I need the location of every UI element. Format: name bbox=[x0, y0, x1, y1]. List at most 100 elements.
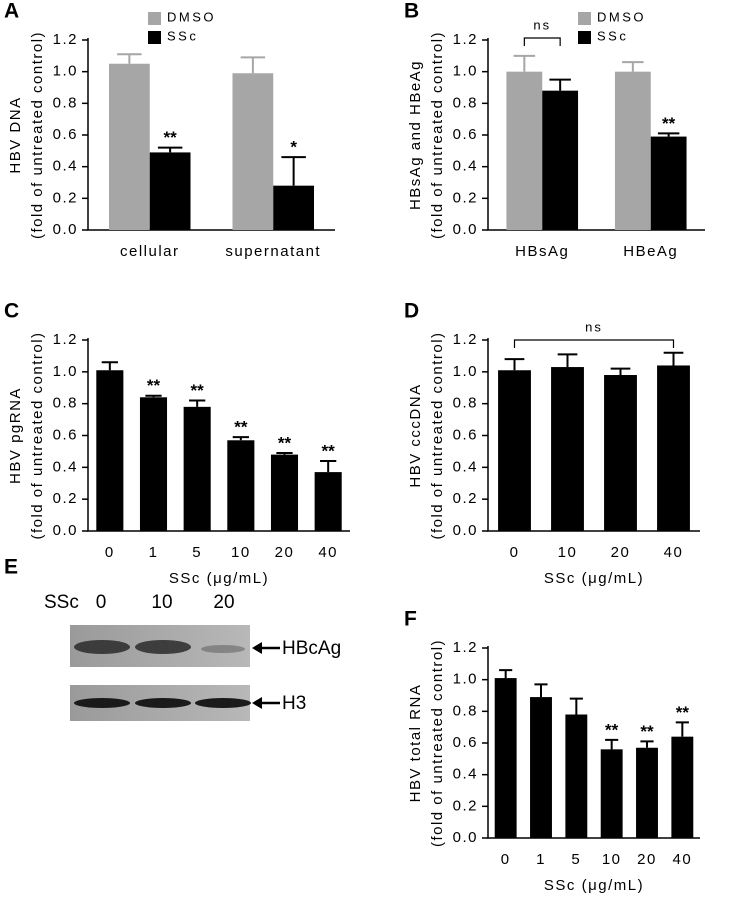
y-tick-label: 1.0 bbox=[53, 363, 78, 380]
error-bar bbox=[513, 54, 536, 72]
x-tick-label: HBeAg bbox=[623, 243, 678, 260]
band-label: H3 bbox=[282, 693, 306, 714]
y-tick-label: 0.0 bbox=[453, 221, 478, 238]
x-tick-label: cellular bbox=[120, 243, 180, 260]
x-tick-label: 1 bbox=[149, 544, 159, 561]
y-axis-label: HBV pgRNA bbox=[7, 387, 24, 484]
y-tick-label: 0.0 bbox=[453, 829, 478, 846]
blot-panel: E SSc 0 10 20 HBcAg H3 bbox=[4, 556, 341, 721]
bar bbox=[96, 370, 124, 531]
error-bar bbox=[232, 436, 249, 441]
significance-label: ** bbox=[322, 441, 336, 460]
y-tick-label: 0.6 bbox=[453, 126, 478, 143]
bracket-label: ns bbox=[533, 17, 551, 32]
y-tick-label: 0.2 bbox=[453, 189, 478, 206]
x-tick-label: 5 bbox=[571, 851, 581, 868]
error-bar bbox=[145, 394, 162, 398]
error-bar bbox=[605, 738, 619, 750]
error-bar bbox=[157, 146, 183, 153]
significance-label: ** bbox=[676, 703, 690, 722]
y-tick-label: 0.6 bbox=[53, 126, 78, 143]
bar bbox=[494, 678, 517, 838]
bar bbox=[227, 440, 255, 531]
y-axis-label: HBsAg and HBeAg bbox=[407, 60, 424, 210]
y-tick-label: 0.4 bbox=[453, 766, 478, 783]
y-tick-label: 1.2 bbox=[453, 331, 478, 348]
x-tick-label: 20 bbox=[611, 544, 631, 561]
y-axis-label: HBV total RNA bbox=[407, 684, 424, 803]
y-tick-label: 0.8 bbox=[53, 395, 78, 412]
panel-letter: F bbox=[404, 608, 417, 631]
bracket-label: ns bbox=[585, 319, 603, 334]
significance-label: ** bbox=[164, 128, 178, 147]
y-axis-label: HBV cccDNA bbox=[407, 383, 424, 487]
error-bar bbox=[557, 353, 578, 368]
dose-label: 10 bbox=[151, 592, 172, 613]
x-tick-label: 40 bbox=[664, 544, 684, 561]
error-bar bbox=[640, 740, 654, 748]
bar bbox=[604, 375, 637, 531]
dose-label: 20 bbox=[213, 592, 234, 613]
panel-letter: C bbox=[4, 300, 19, 323]
bar bbox=[108, 63, 150, 230]
error-bar bbox=[240, 56, 266, 74]
error-bar bbox=[569, 697, 583, 715]
y-tick-label: 0.8 bbox=[453, 702, 478, 719]
error-bar bbox=[101, 361, 118, 371]
band-label: HBcAg bbox=[282, 638, 341, 659]
error-bar bbox=[657, 132, 680, 137]
bar bbox=[636, 747, 658, 838]
y-tick-label: 0.6 bbox=[453, 734, 478, 751]
error-bar bbox=[117, 53, 142, 64]
error-bar bbox=[675, 721, 689, 737]
significance-label: ** bbox=[147, 376, 161, 395]
x-tick-label: 1 bbox=[536, 851, 546, 868]
y-tick-label: 1.2 bbox=[453, 639, 478, 656]
y-tick-label: 0.4 bbox=[53, 458, 78, 475]
significance-label: ** bbox=[662, 114, 676, 133]
y-tick-label: 1.2 bbox=[53, 331, 78, 348]
error-bar bbox=[504, 358, 525, 371]
x-axis-label: SSc (μg/mL) bbox=[169, 570, 269, 587]
significance-label: * bbox=[290, 138, 297, 157]
panel-letter: A bbox=[4, 0, 19, 23]
y-tick-label: 1.2 bbox=[453, 31, 478, 48]
y-tick-label: 0.2 bbox=[453, 797, 478, 814]
x-tick-label: HBsAg bbox=[515, 243, 569, 260]
bar bbox=[506, 71, 543, 231]
bar bbox=[650, 136, 687, 230]
error-bar bbox=[499, 669, 513, 679]
legend-label: DMSO bbox=[167, 9, 216, 24]
y-axis-label: (fold of untreated control) bbox=[429, 639, 446, 847]
error-bar bbox=[320, 459, 337, 473]
y-tick-label: 0.4 bbox=[53, 158, 78, 175]
error-bar bbox=[622, 61, 644, 72]
y-axis-label: HBV DNA bbox=[7, 96, 24, 173]
y-tick-label: 0.2 bbox=[453, 490, 478, 507]
significance-label: ** bbox=[640, 722, 654, 741]
x-tick-label: 5 bbox=[192, 544, 202, 561]
error-bar bbox=[281, 156, 306, 186]
legend-swatch bbox=[578, 31, 591, 44]
chart-panel: C HBV pgRNA (fold of untreated control) 0.0… bbox=[4, 300, 350, 587]
x-tick-label: 0 bbox=[501, 851, 511, 868]
significance-label: ** bbox=[605, 720, 619, 739]
x-tick-label: 10 bbox=[558, 544, 578, 561]
x-tick-label: supernatant bbox=[225, 243, 321, 260]
bar bbox=[270, 454, 299, 531]
panel-letter: D bbox=[404, 300, 419, 323]
chart-panel: F HBV total RNA (fold of untreated control… bbox=[404, 608, 700, 894]
bracket bbox=[523, 37, 561, 46]
bar bbox=[551, 367, 584, 531]
error-bar bbox=[276, 452, 293, 455]
bar bbox=[273, 185, 315, 230]
y-tick-label: 0.0 bbox=[53, 522, 78, 539]
bar bbox=[600, 749, 623, 838]
bar bbox=[565, 714, 588, 838]
treatment-label: SSc bbox=[44, 592, 79, 613]
axis-line bbox=[87, 338, 350, 532]
error-bar bbox=[189, 399, 206, 407]
arrow-head bbox=[252, 697, 262, 709]
error-bar bbox=[549, 78, 571, 91]
chart-panel: B HBsAg and HBeAg (fold of untreated contr… bbox=[404, 0, 705, 260]
